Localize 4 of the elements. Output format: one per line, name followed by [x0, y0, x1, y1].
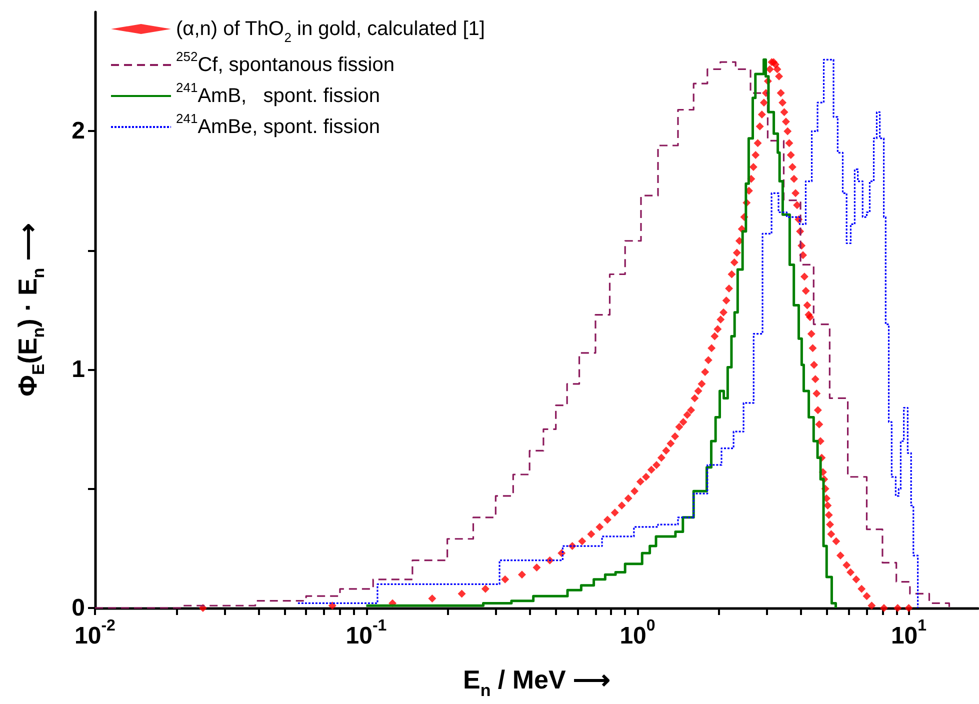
y-axis-title: ΦE(En) · En ⟶ [12, 224, 48, 396]
y-tick-label: 0 [72, 594, 85, 622]
y-tick-label: 2 [72, 118, 85, 145]
y-tick-label: 1 [72, 356, 85, 384]
